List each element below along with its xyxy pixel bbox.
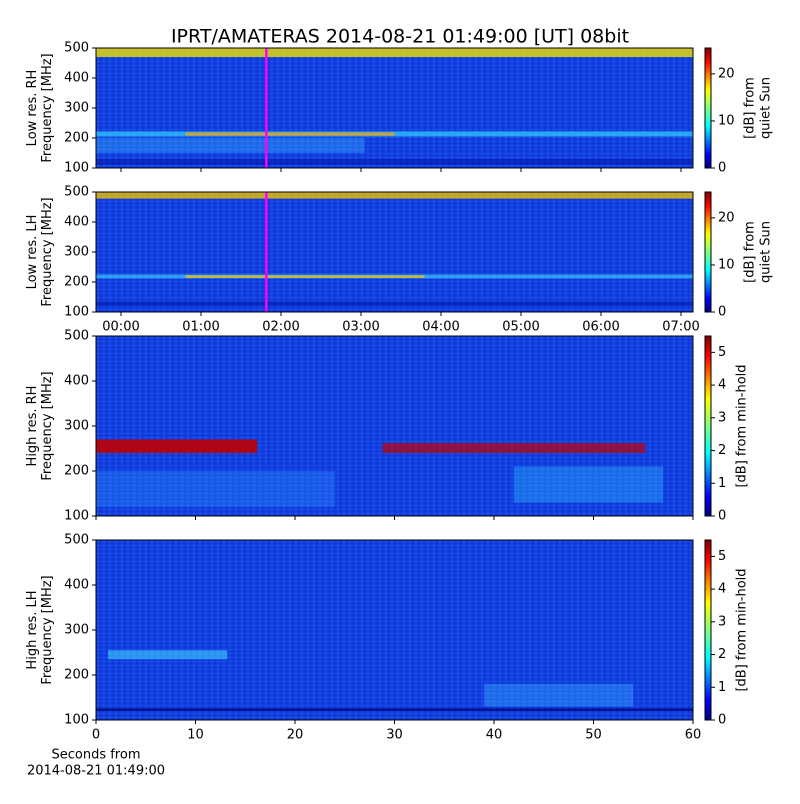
colorbar-tick-label: 5 bbox=[718, 549, 726, 564]
texture bbox=[96, 301, 693, 306]
y-tick-label: 200 bbox=[64, 131, 89, 146]
x-tick-label: 0 bbox=[92, 728, 100, 743]
texture bbox=[96, 708, 693, 711]
colorbar bbox=[704, 335, 712, 517]
x-tick-label: 01:00 bbox=[182, 320, 219, 335]
texture bbox=[382, 443, 646, 453]
title: IPRT/AMATERAS 2014-08-21 01:49:00 [UT] 0… bbox=[171, 26, 629, 48]
colorbar-tick-label: 5 bbox=[718, 345, 726, 360]
y-tick-label: 100 bbox=[64, 713, 89, 728]
x-tick-label: 00:00 bbox=[102, 320, 139, 335]
x-axis-label: 2014-08-21 01:49:00 bbox=[27, 764, 165, 779]
x-tick-label: 03:00 bbox=[342, 320, 379, 335]
colorbar-tick-label: 3 bbox=[718, 410, 726, 425]
y-tick-label: 300 bbox=[64, 101, 89, 116]
spectrogram-image bbox=[96, 540, 693, 720]
colorbar-tick-label: 0 bbox=[718, 509, 726, 524]
y-axis-label: High res. RH bbox=[25, 386, 40, 467]
y-tick-label: 100 bbox=[64, 305, 89, 320]
y-tick-label: 400 bbox=[64, 374, 89, 389]
texture bbox=[185, 132, 395, 136]
colorbar bbox=[704, 191, 712, 313]
colorbar-tick-label: 20 bbox=[718, 66, 735, 81]
colorbar-tick-label: 10 bbox=[718, 113, 735, 128]
y-tick-label: 400 bbox=[64, 578, 89, 593]
colorbar-tick-label: 2 bbox=[718, 647, 726, 662]
texture bbox=[96, 439, 258, 453]
colorbar-tick-label: 3 bbox=[718, 614, 726, 629]
colorbar-tick-label: 0 bbox=[718, 161, 726, 176]
y-tick-label: 400 bbox=[64, 215, 89, 230]
colorbar bbox=[704, 539, 712, 721]
y-axis-label: High res. LH bbox=[25, 590, 40, 669]
texture bbox=[96, 192, 693, 199]
y-tick-label: 300 bbox=[64, 623, 89, 638]
y-axis-label: Low res. LH bbox=[25, 215, 40, 290]
x-tick-label: 05:00 bbox=[502, 320, 539, 335]
x-axis-label: Seconds from bbox=[51, 748, 140, 763]
texture bbox=[513, 466, 664, 503]
x-tick-label: 02:00 bbox=[262, 320, 299, 335]
texture bbox=[96, 138, 365, 153]
colorbar-tick-label: 1 bbox=[718, 680, 726, 695]
y-axis-label: Frequency [MHz] bbox=[40, 371, 55, 480]
colorbar-tick-label: 20 bbox=[718, 210, 735, 225]
x-tick-label: 10 bbox=[187, 728, 204, 743]
y-tick-label: 500 bbox=[64, 41, 89, 56]
y-tick-label: 500 bbox=[64, 329, 89, 344]
y-tick-label: 400 bbox=[64, 71, 89, 86]
texture bbox=[484, 684, 634, 707]
colorbar-label: quiet Sun bbox=[759, 221, 774, 283]
colorbar-label: [dB] from min-hold bbox=[735, 568, 750, 691]
y-tick-label: 100 bbox=[64, 509, 89, 524]
spectrogram-image bbox=[96, 192, 693, 312]
colorbar-tick-label: 10 bbox=[718, 257, 735, 272]
y-tick-label: 300 bbox=[64, 419, 89, 434]
colorbar-label: [dB] from bbox=[743, 77, 758, 139]
colorbar-tick-label: 4 bbox=[718, 378, 726, 393]
y-tick-label: 100 bbox=[64, 161, 89, 176]
colorbar bbox=[704, 47, 712, 169]
y-tick-label: 300 bbox=[64, 245, 89, 260]
texture bbox=[107, 650, 228, 660]
x-tick-label: 20 bbox=[287, 728, 304, 743]
colorbar-tick-label: 4 bbox=[718, 582, 726, 597]
spectrogram-image bbox=[96, 336, 693, 516]
x-tick-label: 30 bbox=[386, 728, 403, 743]
texture bbox=[96, 48, 693, 57]
y-axis-label: Frequency [MHz] bbox=[40, 53, 55, 162]
x-tick-label: 60 bbox=[685, 728, 702, 743]
colorbar-label: quiet Sun bbox=[759, 77, 774, 139]
texture bbox=[96, 159, 693, 165]
x-tick-label: 40 bbox=[486, 728, 503, 743]
x-tick-label: 07:00 bbox=[662, 320, 699, 335]
y-tick-label: 500 bbox=[64, 185, 89, 200]
y-tick-label: 200 bbox=[64, 275, 89, 290]
y-axis-label: Low res. RH bbox=[25, 70, 40, 147]
texture bbox=[96, 471, 335, 507]
y-tick-label: 200 bbox=[64, 464, 89, 479]
colorbar-tick-label: 2 bbox=[718, 443, 726, 458]
x-tick-label: 04:00 bbox=[422, 320, 459, 335]
y-tick-label: 200 bbox=[64, 668, 89, 683]
y-axis-label: Frequency [MHz] bbox=[40, 197, 55, 306]
x-tick-label: 06:00 bbox=[582, 320, 619, 335]
colorbar-tick-label: 0 bbox=[718, 713, 726, 728]
texture bbox=[185, 275, 425, 278]
colorbar-label: [dB] from min-hold bbox=[735, 364, 750, 487]
colorbar-tick-label: 1 bbox=[718, 476, 726, 491]
y-axis-label: Frequency [MHz] bbox=[40, 575, 55, 684]
spectrogram-image bbox=[96, 48, 693, 168]
x-tick-label: 50 bbox=[585, 728, 602, 743]
colorbar-label: [dB] from bbox=[743, 221, 758, 283]
y-tick-label: 500 bbox=[64, 533, 89, 548]
colorbar-tick-label: 0 bbox=[718, 305, 726, 320]
